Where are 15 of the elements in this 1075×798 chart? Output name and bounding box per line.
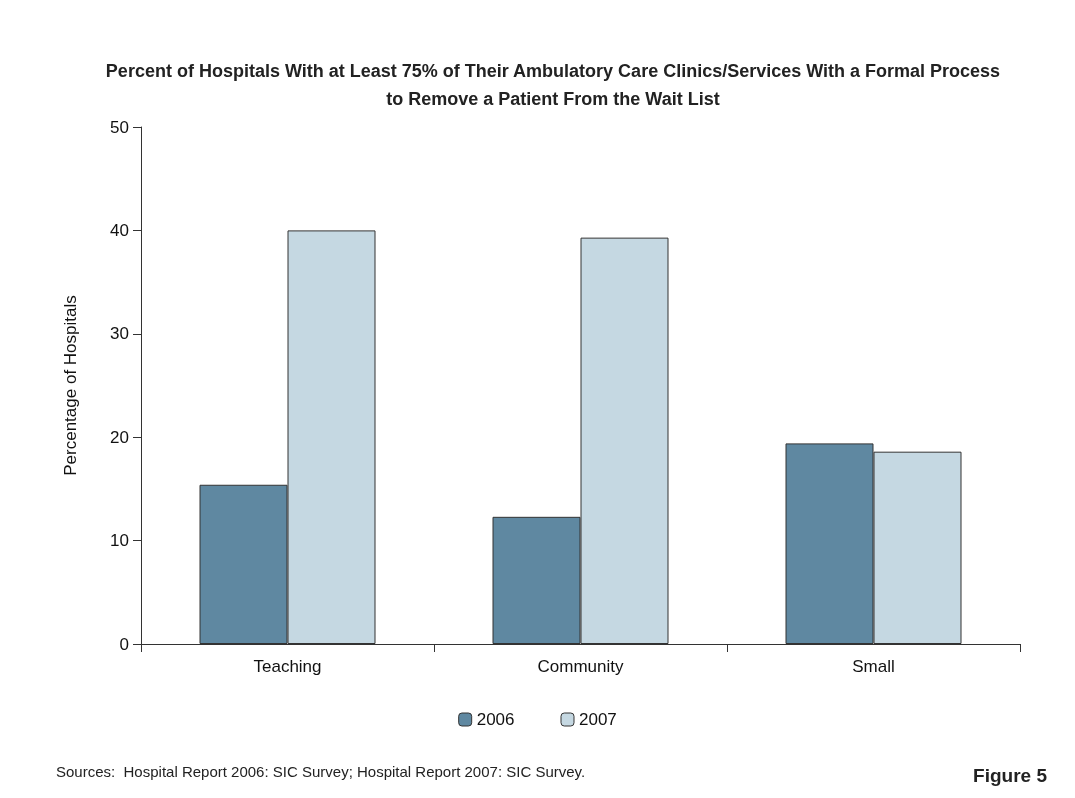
- y-tick-label: 10: [110, 531, 129, 551]
- x-tick-label: Community: [537, 657, 624, 676]
- caption: Figure 5: [973, 765, 1048, 786]
- legend-label: 2007: [579, 710, 617, 729]
- y-tick-label: 50: [110, 117, 129, 137]
- y-axis-title: Percentage of Hospitals: [61, 295, 80, 476]
- x-tick-label: Small: [852, 657, 895, 676]
- y-tick-label: 20: [110, 427, 129, 447]
- chart-title: Percent of Hospitals With at Least 75% of Their Ambulatory Care Clinics/Services With a Formal Process to Remove a Patient From the Wait List: [105, 61, 1001, 109]
- x-tick-label: Teaching: [253, 657, 322, 676]
- y-tick-label: 40: [110, 220, 129, 240]
- source-note: Sources: Hospital Report 2006: SIC Survey; Hospital Report 2007: SIC Survey.: [56, 763, 586, 780]
- y-tick-label: 30: [110, 324, 129, 344]
- y-tick-label: 0: [119, 634, 129, 654]
- legend-label: 2006: [476, 710, 515, 729]
